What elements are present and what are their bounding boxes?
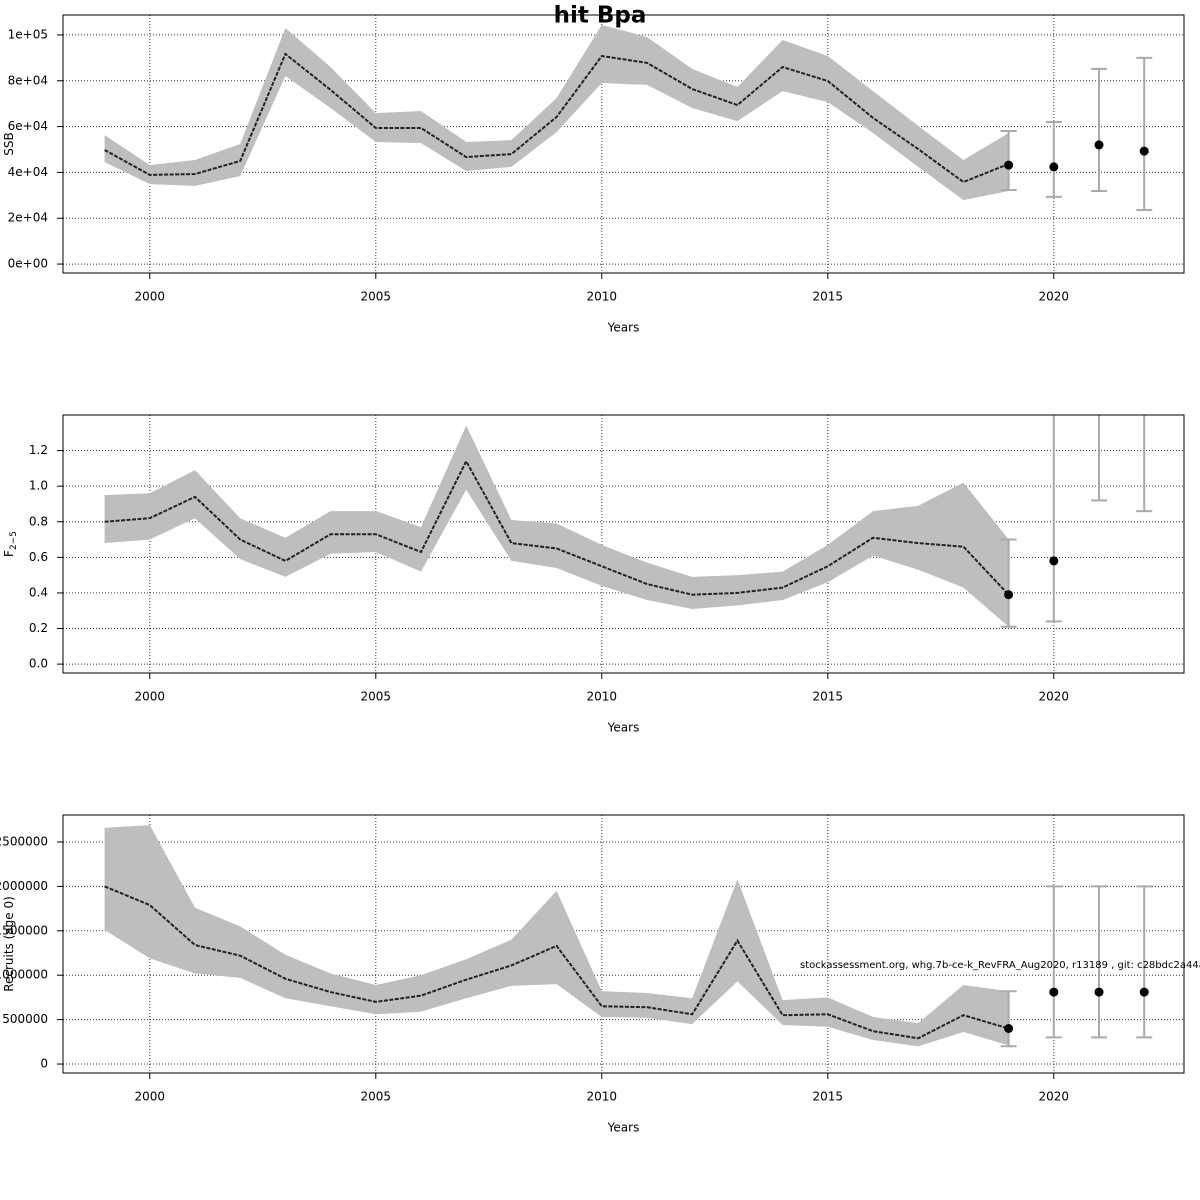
- x-axis-label: Years: [607, 321, 640, 335]
- y-tick-label: 0: [40, 1057, 48, 1071]
- forecast-point: [1004, 590, 1014, 600]
- estimate-line: [104, 885, 1009, 1040]
- y-axis-label: SSB: [2, 132, 16, 155]
- annotation: stockassessment.org, whg.7b-ce-k_RevFRA_…: [800, 960, 1200, 971]
- confidence-band: [104, 825, 1009, 1047]
- x-tick-label: 2020: [1039, 1090, 1070, 1104]
- y-axis-label-main: Recruits (age 0): [2, 896, 16, 992]
- y-axis-label-main: F: [2, 550, 16, 557]
- confidence-band: [104, 24, 1009, 201]
- forecast-point: [1094, 140, 1104, 150]
- y-tick-label: 2e+04: [8, 211, 48, 225]
- y-tick-label: 1.0: [29, 479, 48, 493]
- x-tick-label: 2005: [361, 1090, 392, 1104]
- x-tick-label: 2020: [1039, 290, 1070, 304]
- y-tick-label: 2000000: [0, 879, 48, 893]
- x-axis-label: Years: [607, 1121, 640, 1135]
- confidence-band: [104, 425, 1009, 627]
- x-tick-label: 2010: [587, 1090, 618, 1104]
- x-tick-label: 2010: [587, 690, 618, 704]
- forecast-point: [1004, 1024, 1014, 1034]
- x-tick-label: 2000: [135, 690, 166, 704]
- y-tick-label: 0.2: [29, 621, 48, 635]
- plot-frame: [62, 814, 1185, 1074]
- x-tick-label: 2005: [361, 690, 392, 704]
- x-tick-label: 2000: [135, 1090, 166, 1104]
- y-tick-label: 8e+04: [8, 73, 48, 87]
- plot-frame: [62, 14, 1185, 274]
- panel: 2000 2005 2010 2015 2020 0.0 0.2 0.4 0.6 0.8 1.0 1.…: [2, 414, 1185, 735]
- plot-area: [104, 825, 1153, 1048]
- x-tick-label: 2015: [813, 1090, 844, 1104]
- y-tick-label: 0.8: [29, 514, 48, 528]
- plot-area: [104, 415, 1153, 628]
- panel: 2000 2005 2010 2015 2020 0e+00 2e+04 4e+04 6e+04…: [2, 14, 1185, 335]
- y-tick-label: 4e+04: [8, 165, 48, 179]
- y-tick-label: 0e+00: [8, 257, 48, 271]
- forecast-point: [1004, 160, 1014, 170]
- x-tick-label: 2020: [1039, 690, 1070, 704]
- y-tick-label: 0.6: [29, 550, 48, 564]
- plot-frame: [62, 414, 1185, 674]
- estimate-line: [104, 52, 1009, 184]
- forecast-point: [1049, 987, 1059, 997]
- y-tick-label: 500000: [2, 1012, 48, 1026]
- y-tick-label: 1.2: [29, 443, 48, 457]
- forecast-point: [1049, 162, 1059, 172]
- x-axis-label: Years: [607, 721, 640, 735]
- plot-area: [104, 24, 1153, 211]
- y-tick-label: 1000000: [0, 968, 48, 982]
- forecast-point: [1139, 146, 1149, 156]
- y-axis-label: Recruits (age 0): [2, 896, 16, 992]
- forecast-point: [1094, 987, 1104, 997]
- y-tick-label: 1e+05: [8, 27, 48, 41]
- x-tick-label: 2015: [813, 690, 844, 704]
- x-tick-label: 2010: [587, 290, 618, 304]
- y-axis-label-main: SSB: [2, 132, 16, 155]
- forecast-point: [1049, 556, 1059, 566]
- y-tick-label: 0.4: [29, 585, 48, 599]
- estimate-line: [104, 459, 1010, 596]
- x-tick-label: 2000: [135, 290, 166, 304]
- y-axis-label-sub: 2−5: [9, 531, 19, 550]
- y-tick-label: 1500000: [0, 923, 48, 937]
- y-tick-label: 2500000: [0, 834, 48, 848]
- y-tick-label: 6e+04: [8, 119, 48, 133]
- panel: 2000 2005 2010 2015 2020 0 500000 1000000 150000…: [0, 814, 1200, 1135]
- x-tick-label: 2005: [361, 290, 392, 304]
- y-axis-label: F2−5: [2, 531, 19, 557]
- forecast-point: [1139, 987, 1149, 997]
- y-tick-label: 0.0: [29, 657, 48, 671]
- x-tick-label: 2015: [813, 290, 844, 304]
